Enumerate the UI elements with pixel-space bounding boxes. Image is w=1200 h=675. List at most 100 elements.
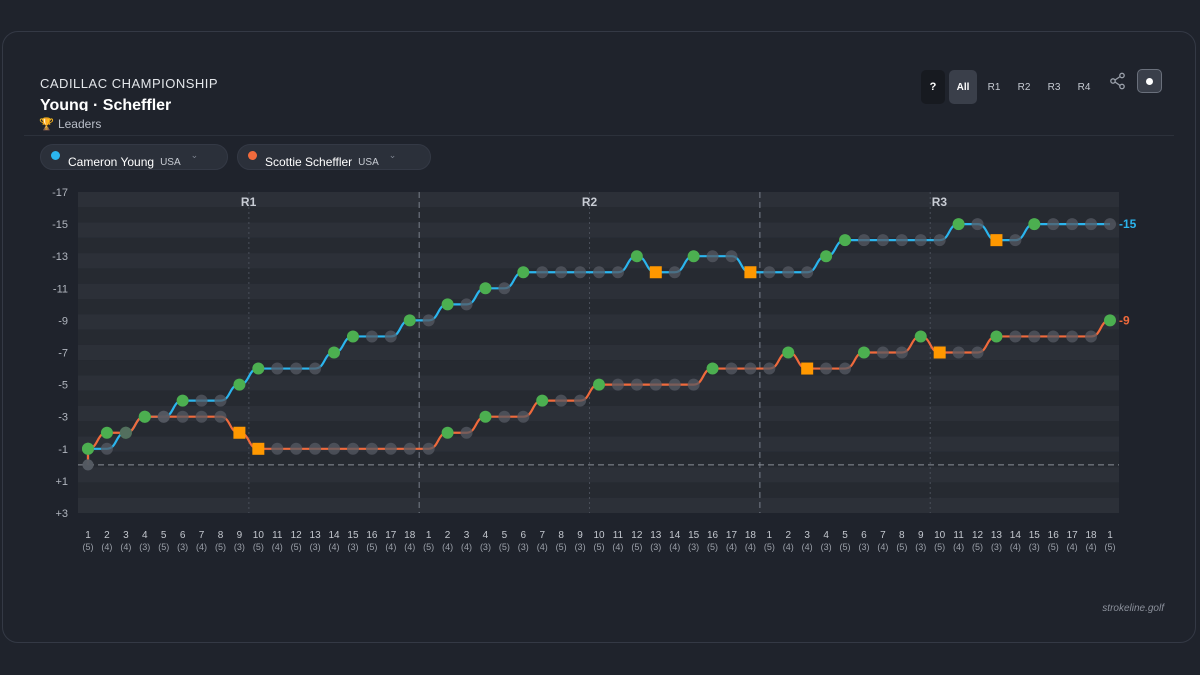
x-tick-par: (4) xyxy=(537,542,548,552)
x-tick-par: (5) xyxy=(366,542,377,552)
player-chip-young[interactable]: Cameron Young USA ⌄ xyxy=(40,144,228,170)
player-country: USA xyxy=(358,156,379,168)
x-tick-hole: 10 xyxy=(253,530,265,541)
x-tick-par: (3) xyxy=(310,542,321,552)
x-tick-par: (3) xyxy=(347,542,358,552)
par-marker xyxy=(195,394,208,407)
player-chip-scheffler[interactable]: Scottie Scheffler USA ⌄ xyxy=(237,144,431,170)
par-marker xyxy=(82,459,94,471)
y-tick-label: -9 xyxy=(58,315,68,327)
bogey-marker xyxy=(233,426,246,439)
x-tick-hole: 9 xyxy=(577,530,583,541)
x-tick-hole: 2 xyxy=(445,530,451,541)
y-tick-label: -5 xyxy=(58,380,68,392)
birdie-marker xyxy=(914,330,927,343)
grid-band xyxy=(78,207,1119,223)
trophy-icon: 🏆 xyxy=(39,117,54,131)
help-button[interactable]: ? xyxy=(921,70,945,104)
player-name: Scottie Scheffler xyxy=(265,155,353,169)
x-tick-hole: 6 xyxy=(861,530,867,541)
y-tick-label: -13 xyxy=(52,251,68,263)
x-tick-par: (3) xyxy=(139,542,150,552)
grid-band xyxy=(78,237,1119,254)
par-marker xyxy=(952,346,965,359)
x-tick-par: (3) xyxy=(177,542,188,552)
par-marker xyxy=(1028,330,1041,343)
x-tick-par: (5) xyxy=(291,542,302,552)
grid-band xyxy=(78,390,1119,406)
x-tick-hole: 11 xyxy=(953,530,964,541)
par-marker xyxy=(460,426,473,439)
birdie-marker xyxy=(138,410,151,423)
par-marker xyxy=(365,330,378,343)
x-tick-hole: 1 xyxy=(426,530,432,541)
grid-band xyxy=(78,467,1119,483)
par-marker xyxy=(574,266,587,279)
x-tick-hole: 17 xyxy=(385,530,397,541)
par-marker xyxy=(536,266,549,279)
display-toggle-button[interactable] xyxy=(1137,69,1162,93)
par-marker xyxy=(100,442,113,455)
x-tick-par: (4) xyxy=(442,542,453,552)
birdie-marker xyxy=(593,378,605,391)
x-tick-hole: 15 xyxy=(1029,530,1041,541)
par-marker xyxy=(328,442,341,455)
x-tick-hole: 13 xyxy=(991,530,1003,541)
x-tick-hole: 9 xyxy=(237,530,243,541)
leaders-link[interactable]: 🏆 Leaders xyxy=(39,117,101,131)
matchup-title: Young · Scheffler xyxy=(40,97,172,111)
tab-r2[interactable]: R2 xyxy=(1017,81,1031,93)
x-tick-par: (3) xyxy=(650,542,661,552)
birdie-marker xyxy=(630,250,643,263)
bogey-marker xyxy=(744,266,757,279)
birdie-marker xyxy=(233,378,246,391)
par-marker xyxy=(214,410,227,423)
tab-all[interactable]: All xyxy=(949,70,977,104)
y-tick-label: -17 xyxy=(52,187,68,199)
par-marker xyxy=(1085,330,1098,343)
x-tick-hole: 1 xyxy=(1107,530,1113,541)
par-marker xyxy=(857,234,870,247)
par-marker xyxy=(498,282,511,295)
x-tick-hole: 18 xyxy=(1086,530,1098,541)
par-marker xyxy=(1066,218,1079,231)
par-marker xyxy=(971,346,984,359)
birdie-marker xyxy=(839,234,852,247)
par-marker xyxy=(271,362,284,375)
par-marker xyxy=(782,266,795,279)
x-tick-par: (5) xyxy=(215,542,226,552)
grid-band xyxy=(78,360,1119,376)
birdie-marker xyxy=(687,250,700,263)
par-marker xyxy=(611,378,624,391)
birdie-marker xyxy=(403,314,416,327)
tab-r1[interactable]: R1 xyxy=(987,81,1001,93)
x-tick-hole: 6 xyxy=(180,530,186,541)
par-marker xyxy=(271,442,284,455)
x-tick-par: (5) xyxy=(631,542,642,552)
par-marker xyxy=(876,346,889,359)
x-tick-par: (4) xyxy=(745,542,756,552)
par-marker xyxy=(630,378,643,391)
par-marker xyxy=(895,234,908,247)
birdie-marker xyxy=(441,298,454,311)
grid-band xyxy=(78,299,1119,315)
x-tick-par: (4) xyxy=(1067,542,1078,552)
x-tick-hole: 15 xyxy=(688,530,700,541)
par-marker xyxy=(384,442,397,455)
par-marker xyxy=(422,442,435,455)
par-marker xyxy=(649,378,662,391)
x-tick-par: (3) xyxy=(575,542,586,552)
bogey-marker xyxy=(252,442,265,455)
player-country: USA xyxy=(160,156,181,168)
y-tick-label: -1 xyxy=(58,444,68,456)
par-marker xyxy=(309,442,322,455)
tab-r3[interactable]: R3 xyxy=(1047,81,1061,93)
chevron-down-icon: ⌄ xyxy=(190,149,199,160)
x-tick-hole: 9 xyxy=(918,530,924,541)
x-tick-hole: 16 xyxy=(1048,530,1060,541)
share-icon[interactable] xyxy=(1109,72,1127,90)
x-tick-par: (4) xyxy=(196,542,207,552)
event-title: CADILLAC CHAMPIONSHIP xyxy=(40,76,219,91)
par-marker xyxy=(119,426,132,439)
tab-r4[interactable]: R4 xyxy=(1077,81,1091,93)
